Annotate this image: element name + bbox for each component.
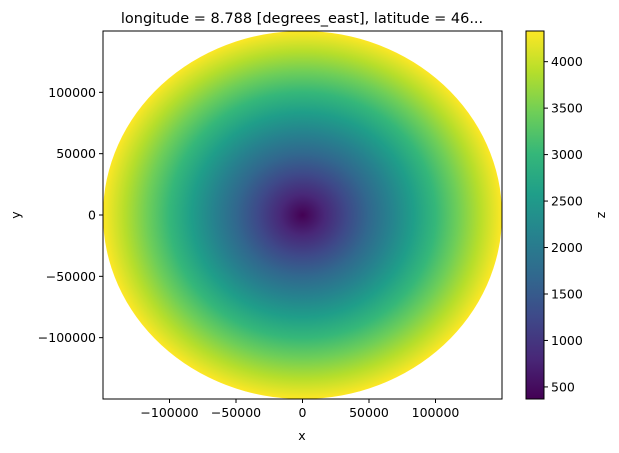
y-axis-label: y	[8, 211, 23, 219]
colorbar-tick-label: 1000	[551, 333, 583, 348]
y-tick-label: 0	[88, 208, 96, 223]
colorbar-ticks: 500 1000 1500 2000 2500 3000 3500 4000	[544, 54, 583, 394]
y-tick-label: 100000	[48, 85, 96, 100]
y-tick-label: −50000	[46, 269, 96, 284]
x-axis-ticks: −100000 −50000 0 50000 100000	[140, 399, 459, 420]
colorbar-tick-label: 1500	[551, 286, 583, 301]
chart-title: longitude = 8.788 [degrees_east], latitu…	[121, 11, 483, 27]
colorbar-tick-label: 3500	[551, 101, 583, 116]
colorbar: 500 1000 1500 2000 2500 3000 3500 4000 z	[525, 30, 608, 400]
x-tick-label: −50000	[211, 405, 261, 420]
colorbar-tick-label: 2500	[551, 194, 583, 209]
x-tick-label: 0	[299, 405, 307, 420]
y-axis-ticks: 100000 50000 0 −50000 −100000	[38, 85, 103, 345]
x-tick-label: 50000	[349, 405, 389, 420]
colorbar-tick-label: 4000	[551, 54, 583, 69]
colorbar-tick-label: 2000	[551, 240, 583, 255]
plot-area	[102, 30, 503, 400]
y-tick-label: 50000	[56, 146, 96, 161]
y-tick-label: −100000	[38, 330, 96, 345]
x-tick-label: 100000	[412, 405, 460, 420]
colorbar-tick-label: 3000	[551, 147, 583, 162]
heatmap-disk	[103, 31, 502, 399]
colorbar-tick-label: 500	[551, 379, 575, 394]
colorbar-label: z	[593, 211, 608, 218]
colorbar-gradient	[525, 30, 545, 400]
x-axis-label: x	[298, 428, 305, 443]
x-tick-label: −100000	[140, 405, 198, 420]
